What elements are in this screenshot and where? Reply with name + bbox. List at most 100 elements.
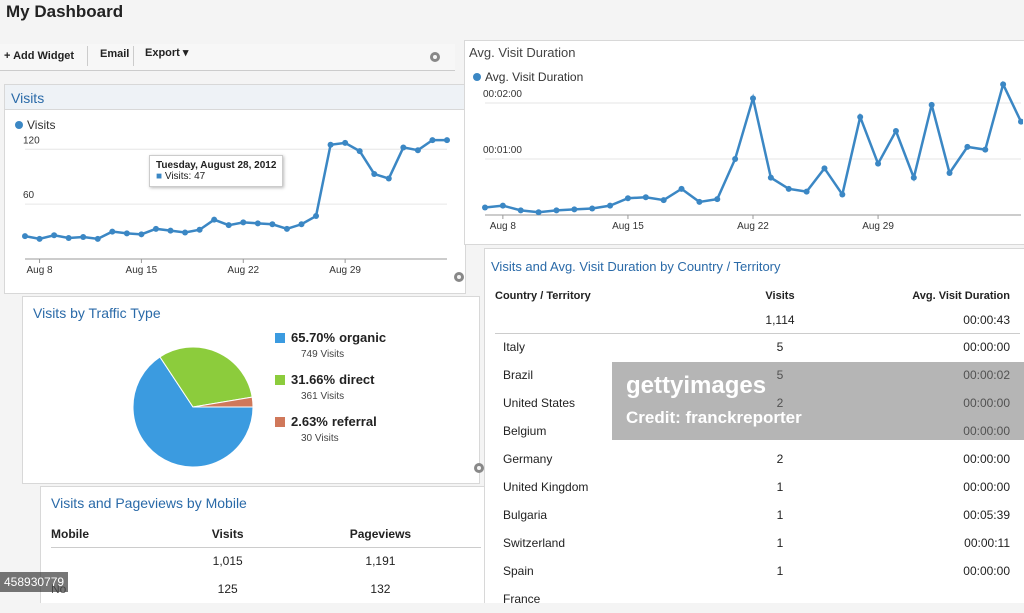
country-text: Belgium <box>503 424 547 438</box>
duration-text: 00:00:11 <box>964 536 1010 550</box>
header-row: Country / Territory Visits Avg. Visit Dura… <box>495 285 1020 307</box>
duration-text: 00:00:00 <box>963 340 1010 355</box>
visits-text: 5 <box>776 340 784 355</box>
column-header-text: Visits <box>211 526 244 541</box>
visits: 1 <box>725 529 835 557</box>
point <box>327 141 334 148</box>
add-widget-button[interactable]: + Add Widget <box>4 50 75 62</box>
country: United Kingdom <box>495 473 725 501</box>
country-text: Spain <box>503 564 534 578</box>
point <box>254 220 261 227</box>
point <box>767 174 774 181</box>
country-text: Germany <box>503 452 553 466</box>
settings-icon[interactable] <box>452 270 466 284</box>
x-tick-label: Aug 15 <box>126 265 158 276</box>
point <box>138 231 145 238</box>
tooltip: Tuesday, August 28, 2012 ■ Visits: 47 <box>149 155 284 187</box>
legend-swatch <box>275 333 285 343</box>
legend-label: Avg. Visit Duration <box>485 70 583 84</box>
point <box>785 185 792 192</box>
settings-icon[interactable] <box>472 461 486 475</box>
column-header: Visits <box>176 521 280 547</box>
total-row: 1,114 00:00:43 <box>495 307 1020 333</box>
gear-hole <box>433 55 437 59</box>
point <box>356 148 363 155</box>
x-tick-label: Aug 8 <box>26 265 53 276</box>
duration: 00:00:00 <box>835 473 1020 501</box>
country-text: United States <box>503 396 576 410</box>
country: Italy <box>495 333 725 361</box>
email-button[interactable]: Email <box>100 48 130 60</box>
table-row: Italy 5 00:00:00 <box>495 333 1020 361</box>
point <box>821 165 828 172</box>
y-tick-label: 00:02:00 <box>483 89 522 100</box>
duration-text: 00:00:00 <box>963 452 1010 466</box>
point <box>964 143 971 150</box>
table-row: Germany 2 00:00:00 <box>495 445 1020 473</box>
point <box>152 225 159 232</box>
point <box>946 170 953 176</box>
country-text: Brazil <box>503 368 534 382</box>
column-header: Pageviews <box>280 521 481 547</box>
duration: 00:05:39 <box>835 501 1020 529</box>
mobile-widget: Visits and Pageviews by Mobile Mobile Vis… <box>40 486 490 603</box>
country: Belgium <box>495 417 725 445</box>
point <box>283 225 290 232</box>
legend-marker <box>15 121 23 129</box>
table: Mobile Visits Pageviews 1,015 1,191 No 125 132 <box>51 521 481 603</box>
point <box>298 221 305 228</box>
cell: 1,191 <box>280 547 481 575</box>
duration-text: 00:00:00 <box>963 480 1010 494</box>
watermark: gettyimages Credit: franckreporter <box>612 362 1024 440</box>
row-label: No <box>51 575 176 603</box>
point <box>678 185 685 192</box>
gear-hole <box>477 466 481 470</box>
visits-widget: Visits Visits 60 120 Aug 8 Aug 15 Aug 22 Aug 2… <box>4 84 466 294</box>
pie-slice <box>132 356 254 468</box>
point <box>414 147 421 154</box>
point <box>875 160 882 167</box>
export-button[interactable]: Export ▾ <box>145 47 189 59</box>
point <box>482 204 488 211</box>
header-row: Mobile Visits Pageviews <box>51 521 481 547</box>
country-table: Country / Territory Visits Avg. Visit Dura… <box>495 285 1020 613</box>
y-tick-label: 00:01:00 <box>483 145 522 156</box>
y-tick-label: 60 <box>23 190 35 201</box>
table-row: United Kingdom 1 00:00:00 <box>495 473 1020 501</box>
visits-text: 1 <box>776 508 784 522</box>
legend-label: 2.63% referral <box>291 414 377 429</box>
point <box>225 222 232 229</box>
point <box>22 233 28 240</box>
settings-icon[interactable] <box>428 50 442 64</box>
point <box>535 209 542 216</box>
cell: 1,015 <box>176 547 280 575</box>
country: Bulgaria <box>495 501 725 529</box>
toolbar: + Add Widget Email Export ▾ <box>0 44 455 71</box>
column-header: Mobile <box>51 521 176 547</box>
visits: 1 <box>725 473 835 501</box>
tooltip-title: Tuesday, August 28, 2012 <box>156 160 277 171</box>
point <box>499 202 506 209</box>
visits-text: 1 <box>776 564 784 578</box>
total-cell-text: 00:00:43 <box>963 312 1010 327</box>
point <box>444 137 450 144</box>
duration-chart: Avg. Visit Duration 00:01:00 00:02:00 Aug 8… <box>473 70 1023 232</box>
visits-text: 2 <box>776 452 784 466</box>
point <box>313 213 320 220</box>
page-title: My Dashboard <box>6 2 124 21</box>
total-cell: 1,114 <box>725 307 835 333</box>
point <box>80 234 87 241</box>
country: Germany <box>495 445 725 473</box>
column-header-text: Pageviews <box>349 526 412 541</box>
duration: 00:00:11 <box>835 529 1020 557</box>
legend-percent: 65.70% <box>291 330 336 345</box>
column-header-text: Country / Territory <box>495 290 591 302</box>
point <box>65 234 72 241</box>
duration: 00:00:00 <box>835 557 1020 585</box>
country-text: Switzerland <box>503 536 566 550</box>
cell-text: 125 <box>217 582 238 596</box>
widget-header <box>5 85 465 110</box>
cell: 132 <box>280 575 481 603</box>
point <box>517 207 524 214</box>
